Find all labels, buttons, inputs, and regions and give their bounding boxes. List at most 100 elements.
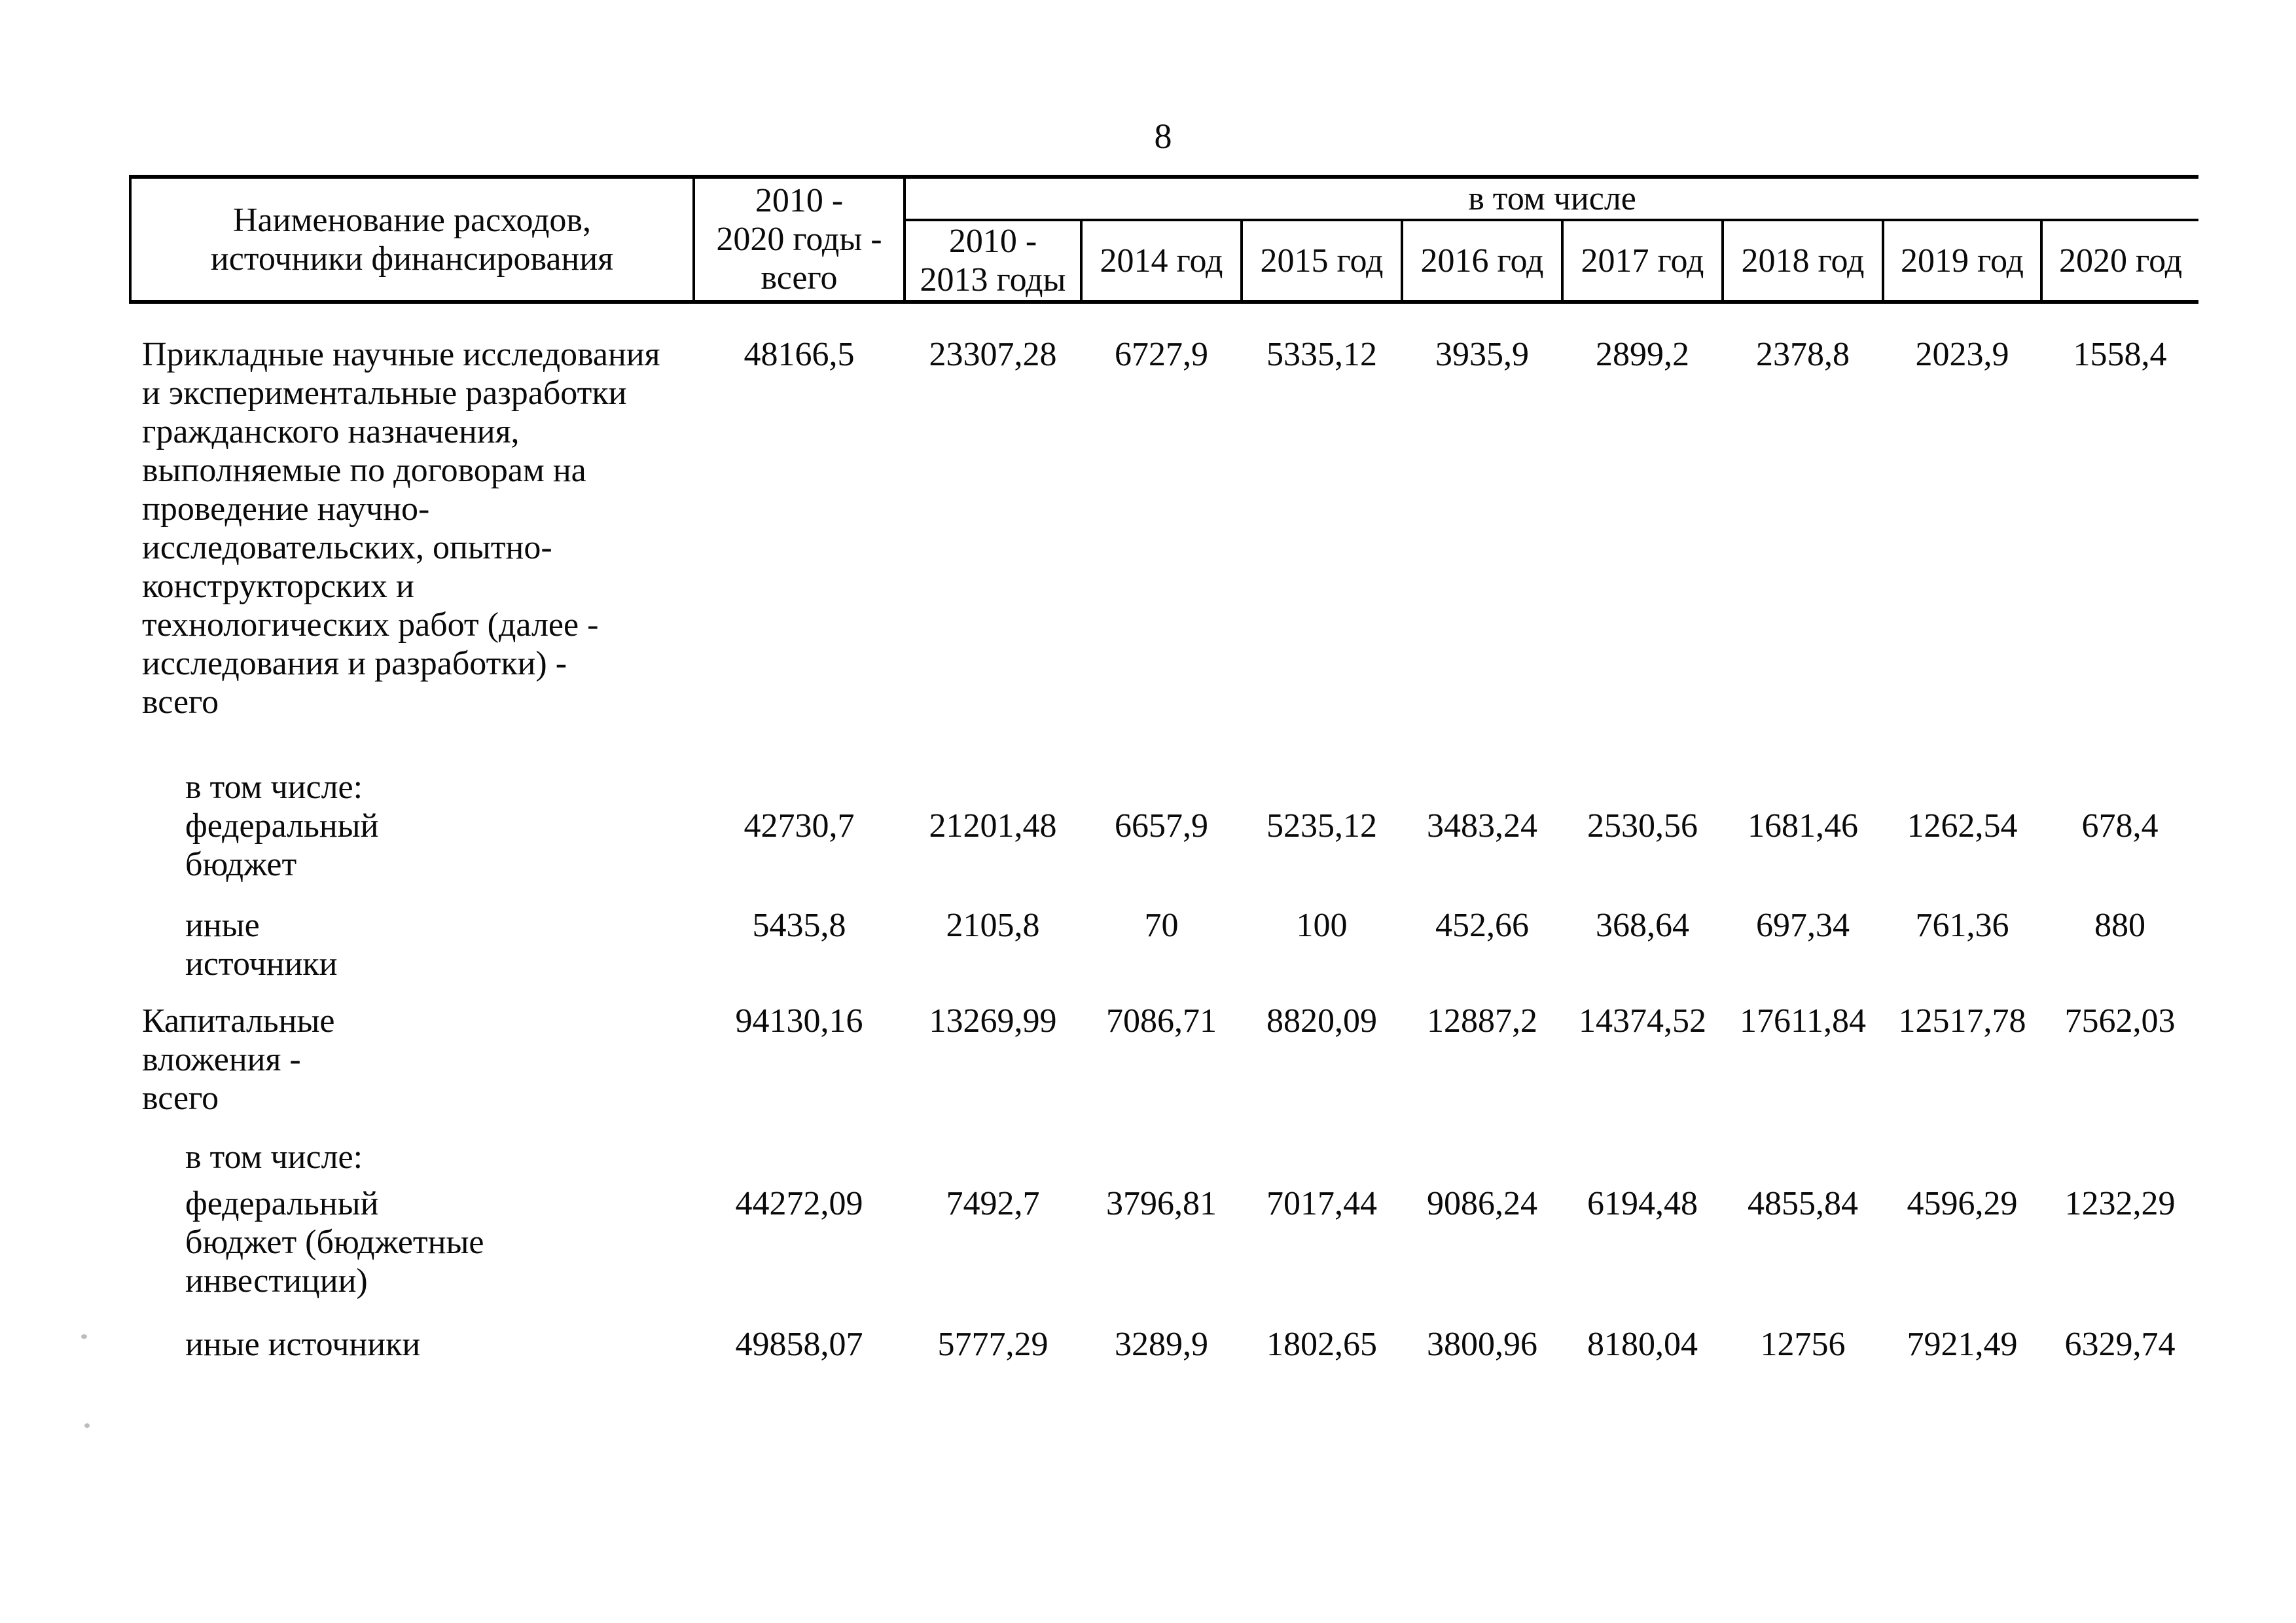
cell-value: 100 (1296, 907, 1348, 944)
row-label: иные источники (185, 907, 338, 983)
cell-value (1562, 1118, 1723, 1176)
cell-value (694, 721, 905, 807)
cell-value: 21201,48 (929, 807, 1057, 845)
header-year-2014: 2014 год (1080, 220, 1242, 304)
cell-value: 3935,9 (1435, 336, 1529, 373)
cell-value: 48166,5 (744, 336, 855, 373)
cell-value: 880 (2094, 907, 2146, 944)
cell-value: 12887,2 (1427, 1002, 1537, 1040)
cell-value (1242, 1118, 1402, 1176)
header-total-2010-2020: 2010 - 2020 годы - всего (694, 175, 906, 304)
cell-value: 14374,52 (1579, 1002, 1706, 1040)
cell-value: 3289,9 (1115, 1326, 1208, 1363)
cell-value: 94130,16 (735, 1002, 863, 1040)
cell-value: 7017,44 (1266, 1185, 1377, 1222)
row-label: федеральный бюджет (185, 807, 379, 883)
header-year-2015: 2015 год (1240, 220, 1402, 304)
cell-value (1883, 721, 2041, 807)
cell-value: 6329,74 (2064, 1326, 2176, 1363)
cell-value: 1681,46 (1748, 807, 1858, 845)
row-label: Капитальные вложения - всего (142, 1002, 335, 1117)
cell-value: 1262,54 (1907, 807, 2018, 845)
row-label: в том числе: (185, 769, 363, 806)
table-row: в том числе: (130, 721, 2198, 807)
cell-value (1883, 1118, 2041, 1176)
table-row: иные источники 5435,8 2105,8 70 100 452,66 368… (130, 884, 2198, 983)
row-label: в том числе: (185, 1139, 363, 1176)
cell-value: 4596,29 (1907, 1185, 2018, 1222)
cell-value (1723, 721, 1883, 807)
cell-value (2041, 1118, 2198, 1176)
cell-value: 44272,09 (735, 1185, 863, 1222)
header-year-2010-2013: 2010 - 2013 годы (905, 220, 1081, 304)
cell-value: 697,34 (1756, 907, 1850, 944)
cell-value: 2899,2 (1596, 336, 1689, 373)
header-year-2017: 2017 год (1561, 220, 1723, 304)
cell-value: 4855,84 (1748, 1185, 1858, 1222)
table-header: Наименование расходов, источники финанси… (129, 175, 2199, 304)
table-row: федеральный бюджет (бюджетные инвестиции… (130, 1176, 2198, 1300)
cell-value: 452,66 (1435, 907, 1529, 944)
header-year-2016: 2016 год (1401, 220, 1562, 304)
cell-value: 42730,7 (744, 807, 855, 845)
cell-value: 23307,28 (929, 336, 1057, 373)
cell-value: 6194,48 (1587, 1185, 1698, 1222)
cell-value (905, 1118, 1081, 1176)
cell-value: 9086,24 (1427, 1185, 1537, 1222)
scan-artifact (84, 1423, 90, 1428)
table-row: федеральный бюджет 42730,7 21201,48 6657,9 5… (130, 807, 2198, 884)
cell-value: 368,64 (1596, 907, 1689, 944)
cell-value: 3483,24 (1427, 807, 1537, 845)
page-number: 8 (1154, 117, 1172, 156)
cell-value: 70 (1144, 907, 1179, 944)
row-label: иные источники (185, 1326, 421, 1363)
cell-value: 7921,49 (1907, 1326, 2018, 1363)
cell-value: 7086,71 (1106, 1002, 1217, 1040)
cell-value (1242, 721, 1402, 807)
cell-value: 3800,96 (1427, 1326, 1537, 1363)
cell-value: 5435,8 (752, 907, 846, 944)
cell-value (1081, 721, 1242, 807)
cell-value: 1558,4 (2073, 336, 2167, 373)
cell-value: 1232,29 (2064, 1185, 2176, 1222)
row-label: федеральный бюджет (бюджетные инвестиции… (185, 1185, 484, 1300)
header-year-2020: 2020 год (2039, 220, 2199, 304)
cell-value: 2023,9 (1915, 336, 2009, 373)
header-row-years: 2010 - 2013 годы 2014 год 2015 год 2016 … (130, 220, 2199, 304)
cell-value: 49858,07 (735, 1326, 863, 1363)
cell-value (694, 1118, 905, 1176)
header-expense-name: Наименование расходов, источники финанси… (129, 175, 695, 304)
cell-value: 5777,29 (937, 1326, 1049, 1363)
cell-value (1402, 721, 1562, 807)
cell-value: 5335,12 (1266, 336, 1377, 373)
cell-value: 5235,12 (1266, 807, 1377, 845)
cell-value: 8180,04 (1587, 1326, 1698, 1363)
cell-value: 6657,9 (1115, 807, 1208, 845)
cell-value: 1802,65 (1266, 1326, 1377, 1363)
table-row: Прикладные научные исследования и экспер… (130, 302, 2198, 721)
table-row: в том числе: (130, 1118, 2198, 1176)
cell-value: 678,4 (2081, 807, 2159, 845)
cell-value: 12517,78 (1898, 1002, 2026, 1040)
cell-value (1562, 721, 1723, 807)
cell-value (1723, 1118, 1883, 1176)
cell-value: 13269,99 (929, 1002, 1057, 1040)
cell-value: 2105,8 (946, 907, 1040, 944)
expenses-financing-table: Наименование расходов, источники финанси… (129, 175, 2199, 1364)
table-row: иные источники 49858,07 5777,29 3289,9 1802,… (130, 1300, 2198, 1364)
cell-value: 17611,84 (1739, 1002, 1867, 1040)
cell-value: 3796,81 (1106, 1185, 1217, 1222)
table-body: Прикладные научные исследования и экспер… (130, 302, 2198, 1364)
cell-value: 761,36 (1915, 907, 2009, 944)
cell-value (2041, 721, 2198, 807)
cell-value (905, 721, 1081, 807)
cell-value: 7562,03 (2064, 1002, 2176, 1040)
cell-value: 12756 (1760, 1326, 1846, 1363)
cell-value: 6727,9 (1115, 336, 1208, 373)
cell-value (1081, 1118, 1242, 1176)
table-row: Капитальные вложения - всего 94130,16 1326… (130, 983, 2198, 1118)
header-including: в том числе (905, 175, 2199, 221)
cell-value: 2530,56 (1587, 807, 1698, 845)
scan-artifact (81, 1334, 87, 1339)
